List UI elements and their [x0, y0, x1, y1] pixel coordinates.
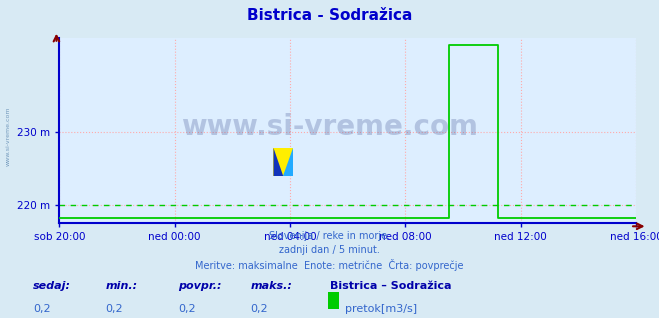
Polygon shape: [273, 148, 283, 176]
Text: Meritve: maksimalne  Enote: metrične  Črta: povprečje: Meritve: maksimalne Enote: metrične Črta…: [195, 259, 464, 271]
Text: Slovenija / reke in morje.: Slovenija / reke in morje.: [269, 231, 390, 240]
Polygon shape: [273, 148, 293, 176]
Text: Bistrica - Sodražica: Bistrica - Sodražica: [247, 8, 412, 23]
Text: 0,2: 0,2: [105, 304, 123, 314]
Text: 0,2: 0,2: [33, 304, 51, 314]
Text: min.:: min.:: [105, 281, 138, 291]
Text: www.si-vreme.com: www.si-vreme.com: [5, 107, 11, 167]
Text: Bistrica – Sodražica: Bistrica – Sodražica: [330, 281, 451, 291]
Text: maks.:: maks.:: [250, 281, 293, 291]
Text: 0,2: 0,2: [178, 304, 196, 314]
Text: zadnji dan / 5 minut.: zadnji dan / 5 minut.: [279, 245, 380, 255]
Text: povpr.:: povpr.:: [178, 281, 221, 291]
Text: pretok[m3/s]: pretok[m3/s]: [345, 304, 417, 314]
Text: sedaj:: sedaj:: [33, 281, 71, 291]
Text: www.si-vreme.com: www.si-vreme.com: [181, 113, 478, 141]
Polygon shape: [283, 148, 293, 176]
Text: 0,2: 0,2: [250, 304, 268, 314]
